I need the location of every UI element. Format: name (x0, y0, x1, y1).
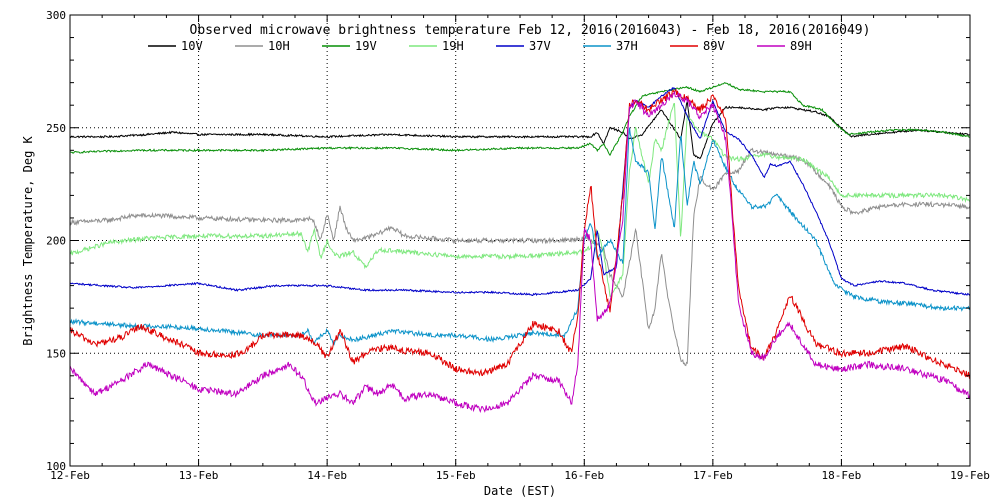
series-line-10v (69, 101, 970, 160)
series-line-37v (69, 86, 971, 296)
legend-label-10v: 10V (181, 39, 203, 53)
series-line-19h (69, 103, 971, 298)
y-tick-label: 300 (46, 9, 66, 22)
y-axis-label: Brightness Temperature, Deg K (21, 135, 35, 345)
x-tick-label: 16-Feb (564, 469, 604, 482)
series-line-89v (70, 88, 971, 380)
series-lines (69, 81, 971, 413)
series-line-89h (69, 90, 971, 413)
x-tick-label: 14-Feb (307, 469, 347, 482)
legend-label-19h: 19H (442, 39, 464, 53)
y-tick-label: 200 (46, 235, 66, 248)
series-line-19v (70, 81, 971, 157)
x-tick-label: 18-Feb (822, 469, 862, 482)
y-tick-label: 250 (46, 122, 66, 135)
legend-label-37v: 37V (529, 39, 551, 53)
x-axis-label: Date (EST) (484, 484, 556, 498)
x-tick-label: 19-Feb (950, 469, 990, 482)
legend-label-37h: 37H (616, 39, 638, 53)
legend-label-10h: 10H (268, 39, 290, 53)
axis-ticks: 12-Feb 13-Feb 14-Feb 15-Feb 16-Feb 17-Feb 18-F… (46, 9, 990, 482)
x-tick-label: 15-Feb (436, 469, 476, 482)
chart-title: Observed microwave brightness temperatur… (190, 23, 871, 38)
legend-label-19v: 19V (355, 39, 377, 53)
series-line-37h (69, 127, 971, 346)
y-tick-label: 100 (46, 460, 66, 473)
y-tick-label: 150 (46, 347, 66, 360)
legend-label-89h: 89H (790, 39, 812, 53)
x-tick-label: 13-Feb (179, 469, 219, 482)
series-line-10h (69, 147, 971, 367)
x-tick-label: 17-Feb (693, 469, 733, 482)
legend: 10V 10H 19V 19H 37V 37H 89V 89H (148, 39, 812, 53)
x-tick-label: 12-Feb (50, 469, 90, 482)
legend-label-89v: 89V (703, 39, 725, 53)
